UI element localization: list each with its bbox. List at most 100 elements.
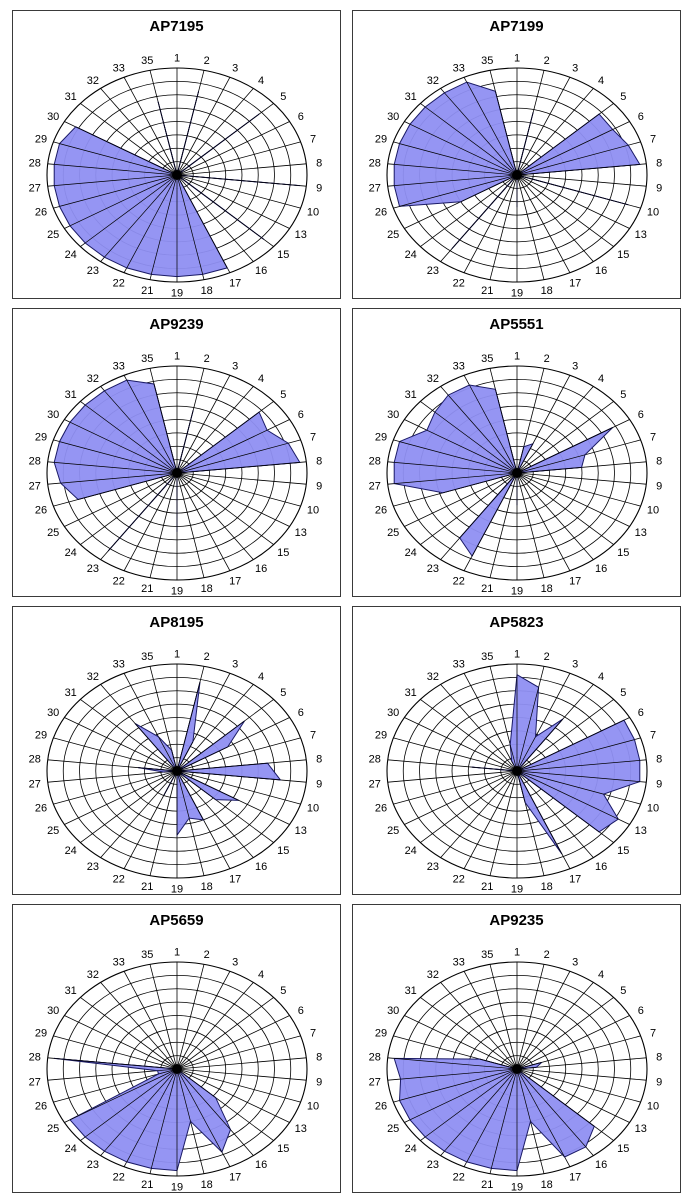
data-spoke [59,143,178,176]
grid-spoke [516,1068,630,1123]
category-label: 6 [638,111,644,123]
category-label: 4 [598,373,604,385]
category-label: 10 [647,504,659,516]
category-label: 24 [65,1143,77,1155]
radar-chart-panel: AP8195 1 2 3 4 5 6 7 8 9 10 13 15 16 17 18 19 21 22 23 24 25 2… [12,606,341,896]
category-label: 7 [310,432,316,444]
grid-spoke [516,472,647,485]
data-spoke [176,1068,231,1130]
category-label: 31 [405,687,417,699]
category-label: 24 [405,1143,417,1155]
chart-title: AP7199 [489,18,544,35]
grid-spoke [387,770,518,783]
data-spoke [447,394,518,474]
category-label: 26 [35,1100,47,1112]
category-label: 32 [427,373,439,385]
grid-spoke [420,997,518,1070]
grid-spoke [516,1068,641,1103]
grid-spoke [176,770,254,858]
category-label: 17 [229,874,241,886]
category-label: 17 [569,874,581,886]
category-label: 33 [113,659,125,671]
data-spoke [409,1068,518,1121]
category-label: 15 [617,249,629,261]
data-spoke [176,770,281,781]
category-label: 2 [544,651,550,663]
category-label: 25 [47,1123,59,1135]
category-label: 33 [453,63,465,75]
data-spoke [466,1068,518,1163]
data-spoke [516,770,640,782]
chart-title: AP5823 [489,614,544,631]
data-spoke [176,174,204,275]
category-label: 16 [595,1159,607,1171]
category-label: 10 [647,1100,659,1112]
grid-spoke [516,472,571,571]
category-label: 18 [541,285,553,297]
category-label: 19 [511,1182,523,1194]
category-label: 4 [258,75,264,87]
category-label: 9 [316,182,322,194]
category-label: 27 [369,480,381,492]
category-label: 30 [47,111,59,123]
grid-spoke [516,1015,630,1070]
category-label: 30 [387,111,399,123]
data-spoke [516,770,526,803]
data-spoke [78,472,178,500]
category-label: 32 [87,373,99,385]
category-label: 26 [375,802,387,814]
category-label: 2 [204,949,210,961]
category-label: 29 [35,730,47,742]
category-label: 28 [369,158,381,170]
data-spoke [516,1068,587,1148]
category-label: 2 [544,353,550,365]
category-label: 35 [481,353,493,365]
grid-spoke [176,737,301,772]
chart-title: AP9239 [149,316,204,333]
category-label: 21 [141,285,153,297]
data-spoke [69,1068,178,1121]
category-label: 21 [481,881,493,893]
grid-spoke [53,770,178,805]
radar-plot: 1 234567891013151617181921222324252627282… [29,52,323,299]
grid-spoke [463,673,518,772]
category-label: 35 [481,55,493,67]
category-label: 29 [35,1028,47,1040]
grid-spoke [516,174,614,247]
grid-spoke [516,472,545,578]
grid-spoke [463,174,518,273]
grid-spoke [489,472,518,578]
category-label: 27 [369,182,381,194]
grid-spoke [393,770,518,805]
data-spoke [516,760,640,772]
radar-chart-panel: AP9235 1 2 3 4 5 6 7 8 9 10 13 15 16 17 18 19 21 22 23 24 25 2… [352,904,681,1194]
data-spoke [176,770,240,801]
category-label: 4 [258,671,264,683]
category-label: 4 [598,969,604,981]
grid-spoke [420,472,518,545]
data-spoke [399,143,518,176]
category-label: 25 [47,527,59,539]
grid-spoke [516,982,594,1070]
category-label: 27 [29,182,41,194]
data-spoke [104,390,178,474]
category-label: 22 [453,278,465,290]
category-label: 4 [598,671,604,683]
data-spoke [176,720,245,772]
grid-spoke [420,174,518,247]
category-label: 22 [453,576,465,588]
category-label: 3 [572,361,578,373]
data-spoke [59,174,178,207]
data-spoke [516,129,613,176]
center-hub [512,170,522,180]
data-spoke [516,1068,565,1158]
data-spoke [138,767,178,772]
grid-spoke [176,472,290,527]
grid-spoke [516,401,614,474]
data-area [471,673,641,855]
data-spoke [516,144,629,176]
category-label: 8 [316,158,322,170]
grid-spoke [176,174,254,262]
data-spoke [516,467,582,474]
grid-spoke [100,88,178,176]
